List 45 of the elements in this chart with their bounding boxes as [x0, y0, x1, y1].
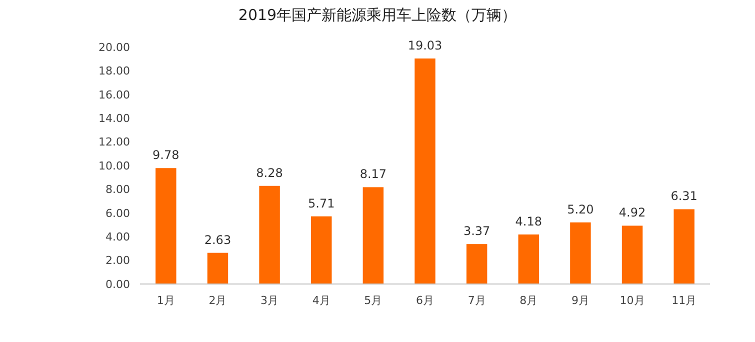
x-tick-label: 5月 — [364, 294, 382, 307]
data-label: 8.17 — [360, 167, 387, 182]
data-label: 19.03 — [408, 38, 442, 52]
x-tick-label: 9月 — [571, 294, 590, 307]
x-tick-label: 8月 — [520, 294, 538, 307]
chart-title: 2019年国产新能源乘用车上险数（万辆） — [238, 6, 517, 24]
y-tick-label: 10.00 — [98, 159, 130, 172]
y-tick-label: 20.00 — [98, 40, 130, 54]
data-label: 8.28 — [256, 166, 283, 180]
y-tick-label: 14.00 — [98, 112, 130, 125]
y-tick-label: 16.00 — [98, 88, 130, 102]
x-tick-label: 4月 — [312, 294, 330, 307]
data-label: 4.92 — [618, 206, 646, 220]
x-tick-label: 2月 — [208, 294, 227, 307]
x-tick-label: 11月 — [672, 294, 697, 307]
bar — [259, 186, 280, 284]
bar — [414, 58, 436, 284]
x-tick-label: 1月 — [156, 294, 175, 307]
data-label: 4.18 — [515, 214, 542, 228]
bar — [622, 226, 643, 284]
bar — [362, 187, 384, 284]
bar — [674, 209, 694, 284]
data-label: 5.71 — [308, 196, 335, 210]
bar — [570, 222, 591, 284]
data-label: 5.20 — [567, 202, 594, 216]
data-label: 2.63 — [204, 232, 232, 247]
data-label: 6.31 — [670, 189, 698, 204]
y-tick-label: 2.00 — [106, 254, 130, 268]
y-tick-label: 12.00 — [98, 136, 130, 149]
data-label: 3.37 — [463, 224, 490, 238]
bar — [518, 234, 539, 284]
bar — [466, 244, 488, 284]
bar — [311, 216, 332, 284]
x-tick-label: 7月 — [468, 294, 486, 307]
bar — [156, 168, 176, 284]
bar — [207, 252, 228, 284]
y-tick-label: 4.00 — [106, 230, 130, 244]
y-tick-label: 18.00 — [98, 64, 130, 78]
x-tick-label: 6月 — [416, 294, 434, 307]
y-tick-label: 0.00 — [106, 278, 130, 291]
y-tick-label: 8.00 — [106, 183, 130, 196]
data-label: 9.78 — [152, 148, 180, 162]
x-tick-label: 3月 — [260, 294, 279, 307]
y-tick-label: 6.00 — [106, 206, 130, 220]
x-tick-label: 10月 — [620, 294, 645, 307]
